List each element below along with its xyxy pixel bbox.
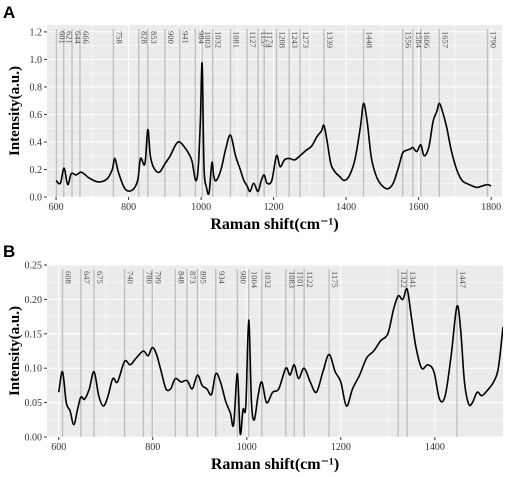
peak-label: 621 xyxy=(65,31,75,44)
peak-label: 1606 xyxy=(422,31,432,48)
x-tick-label: 1200 xyxy=(264,202,284,213)
peak-label: 828 xyxy=(140,31,150,44)
peak-label: 1122 xyxy=(305,271,315,288)
x-tick-label: 1000 xyxy=(237,442,257,453)
y-tick-label: 1.2 xyxy=(30,27,43,38)
peak-label: 608 xyxy=(64,271,74,284)
peak-label: 941 xyxy=(181,31,191,44)
peak-label: 1584 xyxy=(414,31,424,49)
peak-label: 1127 xyxy=(248,31,258,48)
peak-label: 799 xyxy=(153,271,163,284)
spectrum-line xyxy=(57,287,503,436)
peak-label: 873 xyxy=(188,271,198,284)
y-tick-label: 0.8 xyxy=(30,82,43,93)
y-tick-label: 0.10 xyxy=(25,364,43,375)
x-tick-label: 1600 xyxy=(409,202,429,213)
y-tick-label: 0.25 xyxy=(25,261,43,272)
peak-label: 644 xyxy=(73,31,83,45)
x-tick-label: 800 xyxy=(121,202,136,213)
y-tick-label: 0.2 xyxy=(30,165,43,176)
panel-a-letter: A xyxy=(3,3,15,22)
panel-b-letter: B xyxy=(3,242,15,261)
y-tick-label: 0.0 xyxy=(30,193,43,204)
peak-label: 1243 xyxy=(290,31,300,48)
y-tick-label: 0.05 xyxy=(25,398,43,409)
x-tick-label: 1400 xyxy=(425,442,445,453)
peak-label: 647 xyxy=(82,271,92,284)
y-tick-label: 1.0 xyxy=(30,55,43,66)
peak-label: 758 xyxy=(114,31,124,44)
peak-label: 1556 xyxy=(404,31,414,48)
peak-label: 1273 xyxy=(301,31,311,48)
plot-background xyxy=(47,25,502,197)
x-axis-title: Raman shift(cm⁻¹) xyxy=(211,456,339,473)
peak-label: 1157 xyxy=(259,31,269,48)
x-tick-label: 1200 xyxy=(331,442,351,453)
peak-label: 1003 xyxy=(203,31,213,48)
peak-label: 1339 xyxy=(325,31,335,48)
y-tick-label: 0.4 xyxy=(30,137,43,148)
peak-label: 853 xyxy=(149,31,159,44)
x-axis-title: Raman shift(cm⁻¹) xyxy=(210,216,338,233)
x-tick-label: 1800 xyxy=(481,202,501,213)
peak-label: 740 xyxy=(126,271,136,284)
y-tick-label: 0.15 xyxy=(25,329,43,340)
peak-label: 895 xyxy=(198,271,208,284)
peak-label: 601 xyxy=(57,31,67,44)
x-tick-label: 600 xyxy=(49,202,64,213)
peak-label: 1174 xyxy=(265,31,275,48)
y-tick-label: 0.6 xyxy=(30,110,43,121)
peak-label: 934 xyxy=(217,271,227,285)
peak-label: 1032 xyxy=(214,31,224,48)
y-axis-title: Intensity(a.u.) xyxy=(7,306,23,396)
x-tick-label: 800 xyxy=(145,442,160,453)
y-tick-label: 0.20 xyxy=(25,295,43,306)
x-tick-label: 600 xyxy=(51,442,66,453)
peak-label: 1081 xyxy=(231,31,241,48)
peak-label: 1448 xyxy=(365,31,375,48)
peak-label: 1101 xyxy=(295,271,305,288)
peak-label: 1447 xyxy=(458,271,468,288)
peak-label: 980 xyxy=(238,271,248,284)
peak-label: 675 xyxy=(95,271,105,284)
peak-label: 1083 xyxy=(287,271,297,288)
y-axis-title: Intensity(a.u.) xyxy=(7,66,23,156)
peak-label: 848 xyxy=(176,271,186,284)
peak-label: 1790 xyxy=(488,31,498,48)
peak-label: 1657 xyxy=(440,31,450,48)
peak-label: 984 xyxy=(196,31,206,45)
y-tick-label: 0.00 xyxy=(25,433,43,444)
peak-label: 666 xyxy=(81,31,91,44)
peak-label: 1208 xyxy=(277,31,287,48)
peak-label: 1032 xyxy=(263,271,273,288)
peak-label: 1175 xyxy=(330,271,340,288)
peak-label: 1004 xyxy=(250,271,260,289)
peak-label: 900 xyxy=(166,31,176,44)
peak-label: 780 xyxy=(144,271,154,284)
x-tick-label: 1000 xyxy=(191,202,211,213)
x-tick-label: 1400 xyxy=(336,202,356,213)
peak-label: 1322 xyxy=(399,271,409,288)
peak-label: 1341 xyxy=(408,271,418,288)
spectrum-line xyxy=(55,62,492,196)
